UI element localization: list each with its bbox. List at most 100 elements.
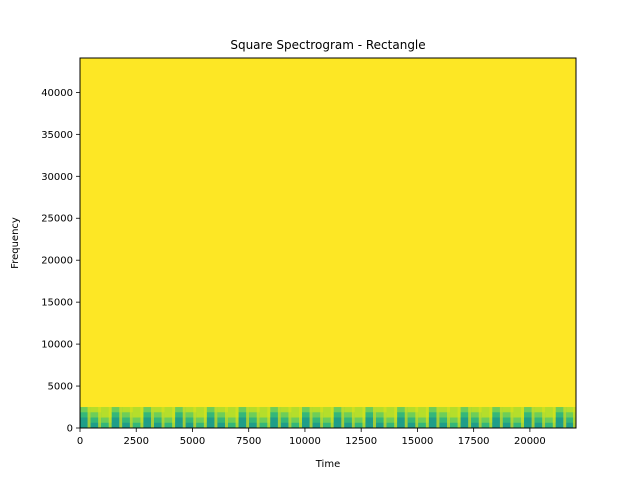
x-tick-label: 12500 xyxy=(345,436,377,447)
heatmap-cell xyxy=(418,412,430,419)
heatmap-cell xyxy=(365,407,377,413)
heatmap-cell xyxy=(154,407,166,413)
heatmap-gap xyxy=(267,407,271,428)
heatmap-cell xyxy=(164,417,176,424)
heatmap-cell xyxy=(164,407,176,413)
heatmap-cell xyxy=(302,417,314,424)
heatmap-gap xyxy=(277,407,281,428)
heatmap-cell xyxy=(280,422,292,428)
heatmap-gap xyxy=(447,407,451,428)
heatmap-cell xyxy=(481,412,493,419)
heatmap-gap xyxy=(87,407,91,428)
heatmap-cell xyxy=(450,417,462,424)
heatmap-cell xyxy=(206,417,218,424)
heatmap-gap xyxy=(468,407,472,428)
heatmap-cell xyxy=(513,417,525,424)
heatmap-cell xyxy=(154,417,166,424)
heatmap-cell xyxy=(481,422,493,428)
heatmap-cell xyxy=(206,422,218,428)
heatmap-cell xyxy=(344,422,356,428)
heatmap-gap xyxy=(542,407,546,428)
heatmap-cell xyxy=(238,417,250,424)
heatmap-cell xyxy=(270,422,282,428)
heatmap-cell xyxy=(323,407,335,413)
heatmap-cell xyxy=(238,422,250,428)
heatmap-gap xyxy=(235,407,239,428)
heatmap-cell xyxy=(206,412,218,419)
y-tick-label: 15000 xyxy=(41,298,73,309)
heatmap-cell xyxy=(280,407,292,413)
heatmap-cell xyxy=(196,412,208,419)
heatmap-cell xyxy=(344,417,356,424)
heatmap-gap xyxy=(225,407,229,428)
heatmap-cell xyxy=(439,422,451,428)
heatmap-cell xyxy=(450,412,462,419)
heatmap-cell xyxy=(80,407,92,413)
heatmap-cell xyxy=(217,422,229,428)
heatmap-background xyxy=(80,58,576,428)
heatmap-cell xyxy=(365,422,377,428)
y-tick-label: 0 xyxy=(67,424,73,435)
heatmap-cell xyxy=(365,417,377,424)
heatmap-cell xyxy=(90,417,102,424)
heatmap-gap xyxy=(172,407,176,428)
heatmap-cell xyxy=(534,417,546,424)
heatmap-gap xyxy=(489,407,493,428)
heatmap-cell xyxy=(302,407,314,413)
heatmap-gap xyxy=(521,407,525,428)
heatmap-gap xyxy=(193,407,197,428)
heatmap-gap xyxy=(351,407,355,428)
heatmap-cell xyxy=(122,417,134,424)
heatmap-cell xyxy=(111,412,123,419)
heatmap-cell xyxy=(291,422,303,428)
heatmap-cell xyxy=(524,422,536,428)
heatmap-cell xyxy=(101,407,113,413)
heatmap-gap xyxy=(457,407,461,428)
heatmap-cell xyxy=(302,422,314,428)
heatmap-gap xyxy=(119,407,123,428)
y-tick-label: 30000 xyxy=(41,172,73,183)
heatmap-cell xyxy=(333,422,345,428)
heatmap-cell xyxy=(80,422,92,428)
heatmap-cell xyxy=(132,407,144,413)
heatmap-cell xyxy=(545,417,557,424)
heatmap-cell xyxy=(185,417,197,424)
heatmap-cell xyxy=(566,412,576,419)
y-axis-label: Frequency xyxy=(10,217,21,269)
heatmap-cell xyxy=(259,417,271,424)
heatmap-cell xyxy=(249,412,261,419)
heatmap-cell xyxy=(323,412,335,419)
heatmap-cell xyxy=(101,412,113,419)
heatmap-cell xyxy=(471,412,483,419)
heatmap-cell xyxy=(333,407,345,413)
heatmap-cell xyxy=(407,417,419,424)
heatmap-cell xyxy=(238,412,250,419)
heatmap-cell xyxy=(418,422,430,428)
heatmap-gap xyxy=(563,407,567,428)
heatmap-cell xyxy=(460,407,472,413)
heatmap-cell xyxy=(492,407,504,413)
heatmap-cell xyxy=(80,412,92,419)
y-tick-label: 25000 xyxy=(41,214,73,225)
heatmap-gap xyxy=(499,407,503,428)
heatmap-cell xyxy=(471,407,483,413)
heatmap-cell xyxy=(164,422,176,428)
heatmap-cell xyxy=(323,417,335,424)
heatmap-cell xyxy=(270,407,282,413)
y-tick-label: 10000 xyxy=(41,340,73,351)
x-tick-label: 10000 xyxy=(289,436,321,447)
heatmap-cell xyxy=(228,412,240,419)
heatmap-cell xyxy=(397,407,409,413)
heatmap-cell xyxy=(175,407,187,413)
heatmap-cell xyxy=(185,422,197,428)
heatmap-gap xyxy=(425,407,429,428)
heatmap-cell xyxy=(407,422,419,428)
heatmap-cell xyxy=(312,412,324,419)
x-tick-label: 2500 xyxy=(124,436,149,447)
heatmap-cell xyxy=(513,422,525,428)
chart-title: Square Spectrogram - Rectangle xyxy=(230,38,425,52)
heatmap-cell xyxy=(376,417,388,424)
heatmap-gap xyxy=(373,407,377,428)
heatmap-cell xyxy=(513,412,525,419)
heatmap-gap xyxy=(320,407,324,428)
